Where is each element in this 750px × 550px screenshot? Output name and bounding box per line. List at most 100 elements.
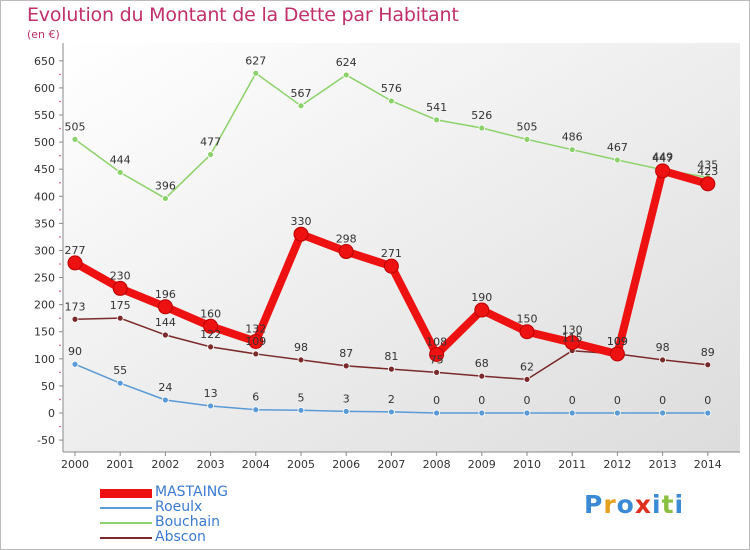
data-label-mastaing: 190	[471, 291, 492, 304]
x-tick-label: 2006	[332, 458, 360, 471]
data-label-bouchain: 624	[336, 56, 357, 69]
x-tick-label: 2012	[603, 458, 631, 471]
x-tick-label: 2013	[649, 458, 677, 471]
x-tick-label: 2002	[151, 458, 179, 471]
data-label-abscon: 122	[200, 328, 221, 341]
data-point-bouchain	[297, 102, 305, 110]
data-label-bouchain: 526	[471, 109, 492, 122]
data-point-abscon	[342, 362, 350, 370]
data-point-abscon	[161, 331, 169, 339]
data-point-bouchain	[523, 135, 531, 143]
data-label-mastaing: 196	[155, 288, 176, 301]
plot-area	[63, 43, 740, 452]
data-point-mastaing	[203, 318, 219, 334]
data-point-abscon	[116, 314, 124, 322]
data-label-bouchain: 576	[381, 82, 402, 95]
data-label-roeulx: 55	[113, 364, 127, 377]
data-point-mastaing	[564, 335, 580, 351]
data-label-bouchain: 396	[155, 179, 176, 192]
data-label-abscon: 144	[155, 316, 176, 329]
data-point-mastaing	[157, 299, 173, 315]
data-label-bouchain: 477	[200, 136, 221, 149]
data-label-mastaing: 230	[110, 269, 131, 282]
data-point-abscon	[433, 368, 441, 376]
logo-letter: t	[661, 490, 675, 519]
data-label-bouchain: 486	[562, 131, 583, 144]
y-tick-label: 0	[48, 407, 55, 420]
y-tick-label: 150	[34, 326, 55, 339]
logo-letter: o	[616, 490, 635, 519]
data-label-roeulx: 0	[614, 394, 621, 407]
data-label-roeulx: 0	[433, 394, 440, 407]
data-label-abscon: 62	[520, 360, 534, 373]
data-point-mastaing	[338, 244, 354, 260]
unit-label: (en €)	[27, 28, 60, 41]
data-point-roeulx	[297, 406, 305, 414]
data-point-mastaing	[700, 176, 716, 192]
data-point-abscon	[207, 343, 215, 351]
data-label-roeulx: 6	[252, 391, 259, 404]
minor-tick	[59, 127, 61, 130]
data-point-roeulx	[161, 396, 169, 404]
data-label-abscon: 109	[607, 335, 628, 348]
data-point-bouchain	[568, 146, 576, 154]
x-tick-label: 2007	[377, 458, 405, 471]
data-point-mastaing	[609, 346, 625, 362]
minor-tick	[59, 181, 61, 184]
data-label-mastaing: 132	[245, 322, 266, 335]
data-label-abscon: 68	[475, 357, 489, 370]
data-point-roeulx	[614, 409, 621, 417]
y-tick-label: 200	[34, 299, 55, 312]
minor-tick	[59, 371, 61, 374]
x-tick-label: 2005	[287, 458, 315, 471]
data-label-mastaing: 277	[65, 244, 86, 257]
data-point-mastaing	[112, 280, 128, 296]
x-tick-label: 2003	[197, 458, 225, 471]
data-point-bouchain	[252, 69, 260, 77]
data-label-abscon: 173	[65, 300, 86, 313]
x-tick-label: 2000	[61, 458, 89, 471]
y-tick-label: 600	[34, 82, 55, 95]
data-label-mastaing: 447	[652, 152, 673, 165]
x-tick-label: 2011	[558, 458, 586, 471]
proxiti-logo: Proxiti	[584, 490, 684, 519]
legend-label: Roeulx	[155, 499, 203, 515]
y-tick-label: 400	[34, 190, 55, 203]
minor-tick	[59, 344, 61, 347]
data-point-mastaing	[655, 163, 671, 179]
data-label-mastaing: 150	[517, 313, 538, 326]
data-label-roeulx: 0	[659, 394, 666, 407]
data-point-mastaing	[519, 324, 535, 340]
data-point-mastaing	[248, 333, 264, 349]
data-label-abscon: 98	[294, 341, 308, 354]
data-point-abscon	[297, 356, 305, 364]
legend-swatch	[100, 537, 152, 539]
data-label-abscon: 75	[430, 353, 444, 366]
legend-swatch	[100, 522, 152, 524]
data-label-abscon: 175	[110, 299, 131, 312]
minor-tick	[59, 73, 61, 76]
y-tick-label: 250	[34, 272, 55, 285]
data-point-abscon	[387, 365, 395, 373]
data-point-abscon	[478, 372, 486, 380]
data-label-bouchain: 505	[65, 120, 86, 133]
legend-swatch	[100, 507, 152, 509]
data-label-bouchain: 444	[110, 153, 131, 166]
data-point-roeulx	[568, 409, 576, 417]
logo-letter: P	[584, 490, 604, 519]
logo-letter: x	[634, 490, 652, 519]
data-label-bouchain: 541	[426, 101, 447, 114]
data-label-abscon: 89	[701, 346, 715, 359]
data-point-roeulx	[207, 402, 215, 410]
data-label-abscon: 98	[656, 341, 670, 354]
logo-letter: i	[652, 490, 662, 519]
y-tick-label: 450	[34, 163, 55, 176]
y-tick-label: 350	[34, 217, 55, 230]
data-label-mastaing: 160	[200, 307, 221, 320]
data-point-bouchain	[433, 116, 441, 124]
data-label-mastaing: 108	[426, 335, 447, 348]
data-label-abscon: 115	[562, 332, 583, 345]
data-label-bouchain: 449	[652, 151, 673, 164]
data-point-roeulx	[252, 406, 260, 414]
